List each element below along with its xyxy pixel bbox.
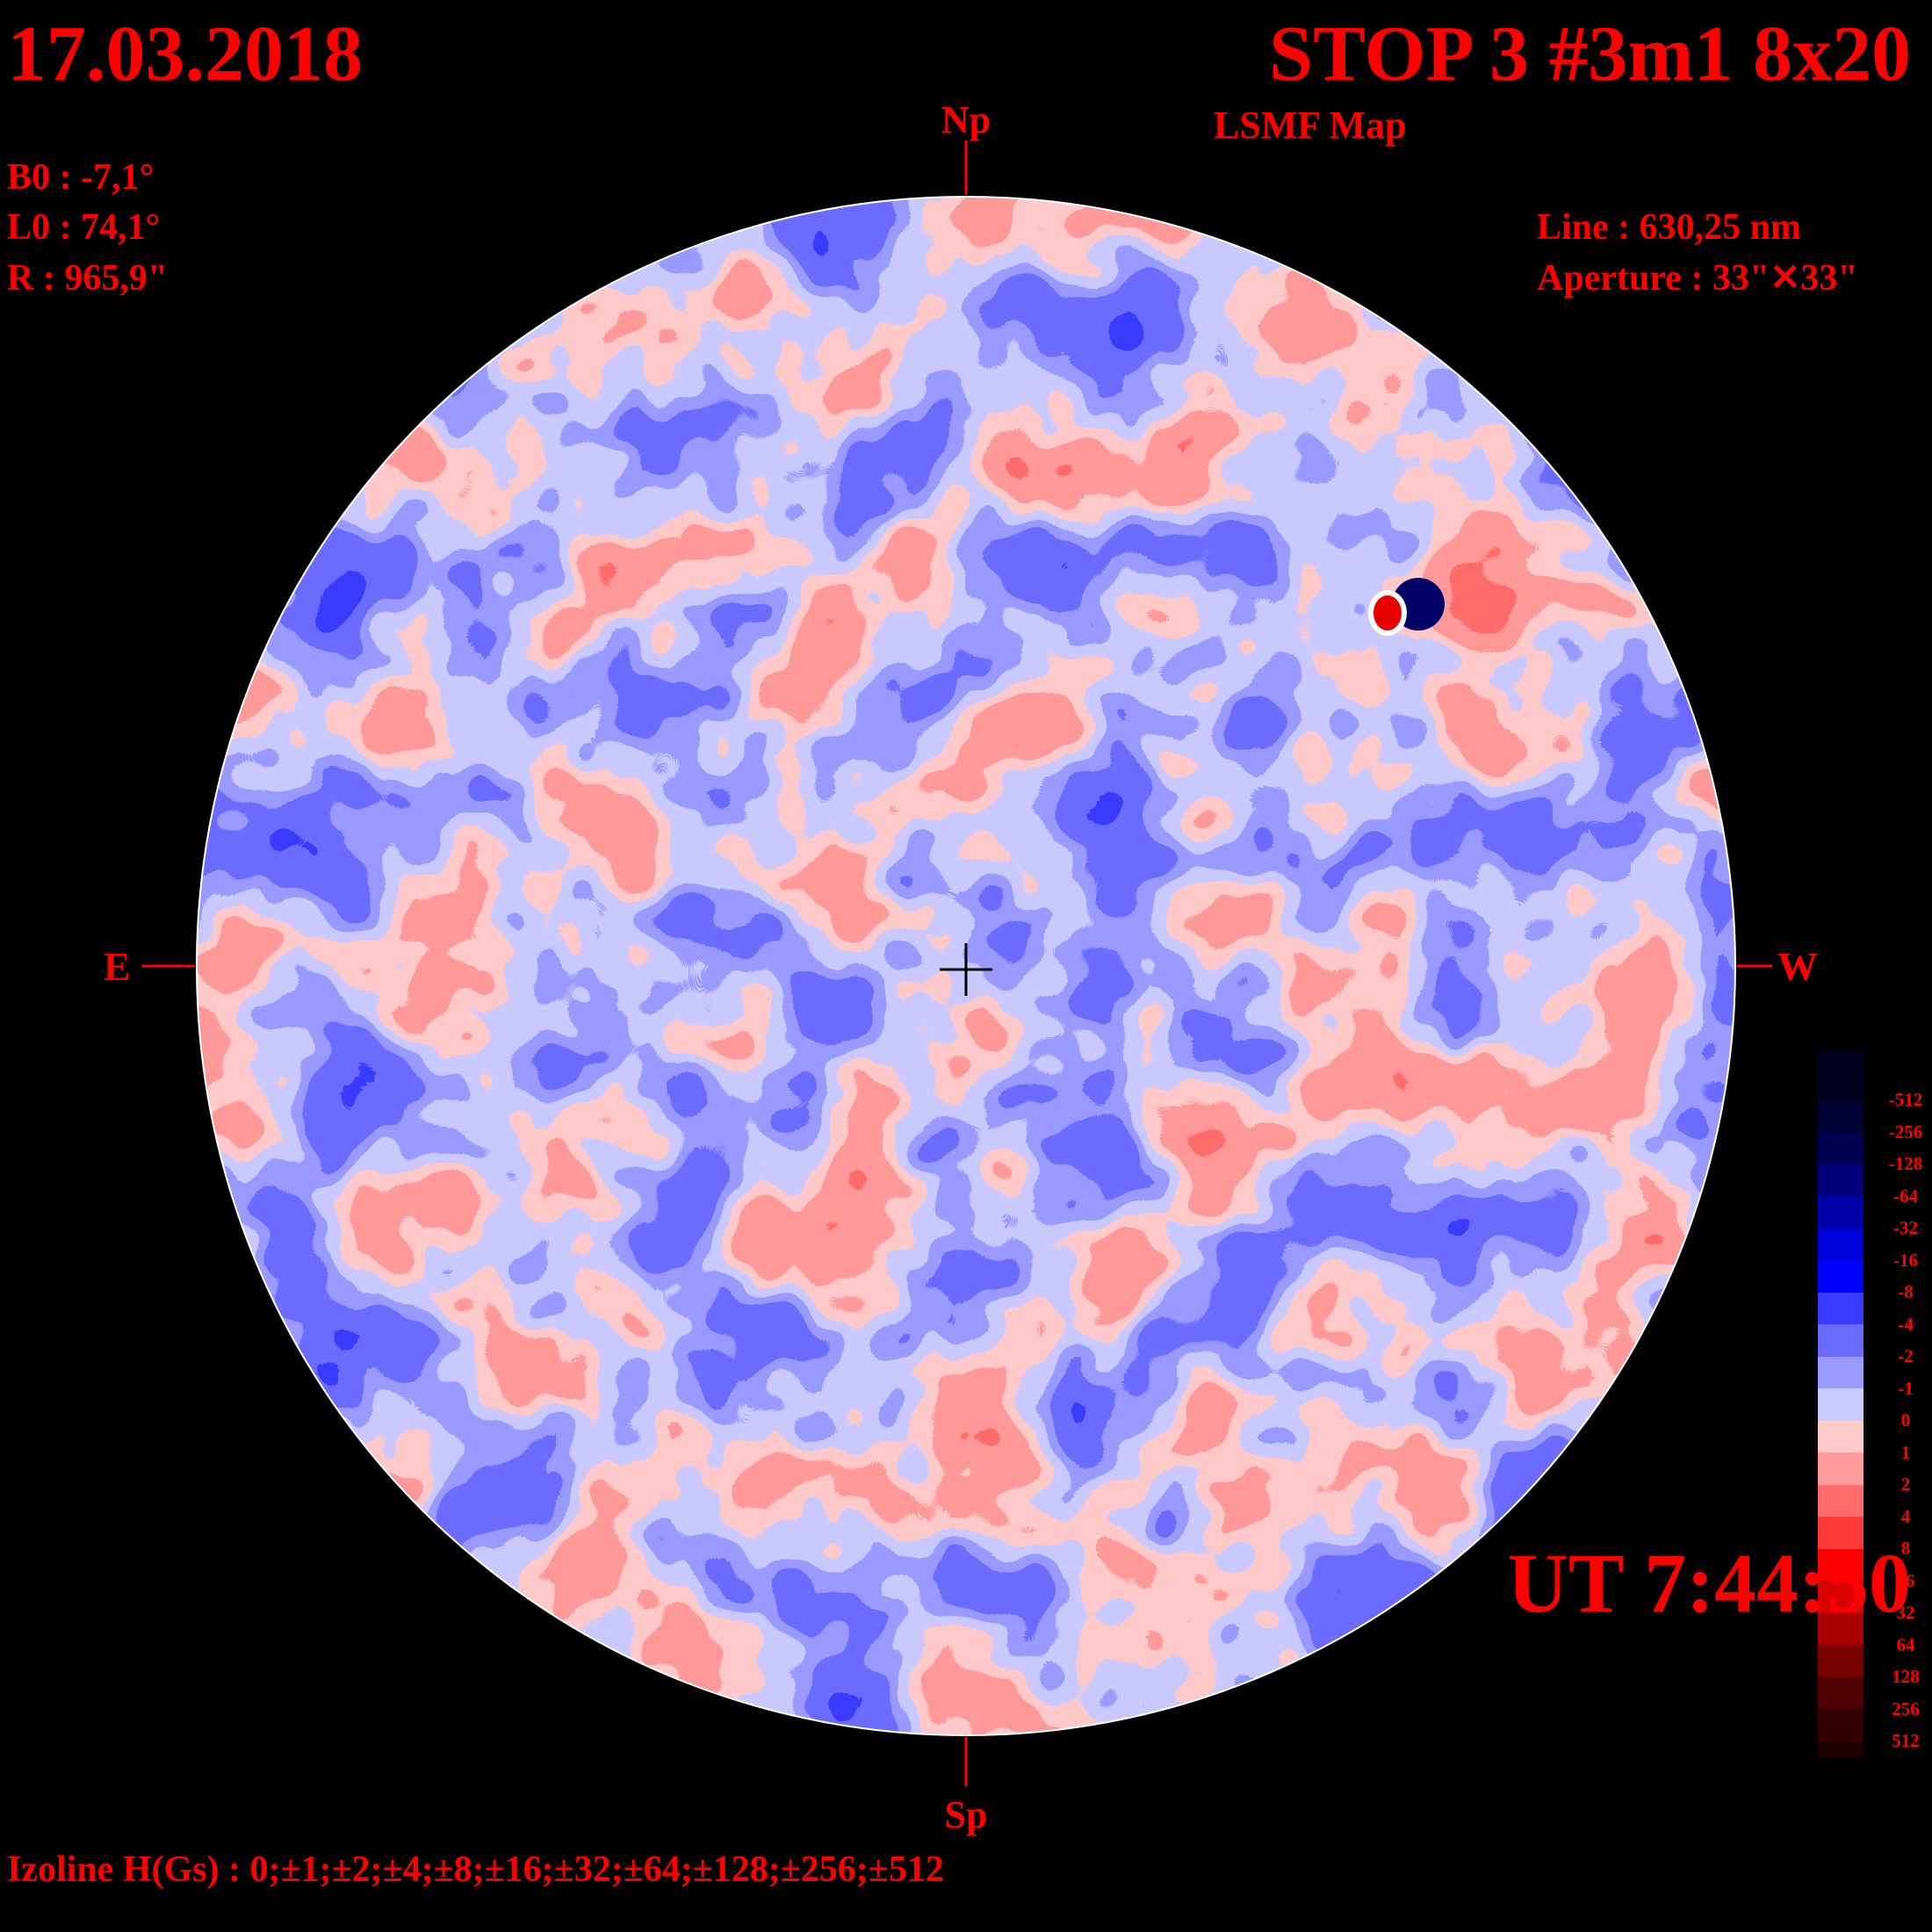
colorbar-cap-bottom: [1818, 1741, 1864, 1757]
colorbar-label: -512: [1888, 1089, 1923, 1110]
colorbar-swatch: [1818, 1196, 1864, 1229]
axis-label-west: W: [1777, 944, 1818, 989]
colorbar-swatch: [1818, 1709, 1864, 1741]
colorbar-label: -32: [1893, 1217, 1918, 1238]
observation-date: 17.03.2018: [7, 11, 363, 97]
param-b0: B0 : -7,1°: [7, 157, 155, 198]
colorbar-label: 4: [1900, 1505, 1911, 1527]
colorbar-label: -16: [1893, 1249, 1918, 1271]
field-colorbar: -512 -256 -128 -64 -32 -16 -8 -4 -2 -1 0 1 2 4 8 16 32 64…: [1818, 1052, 1932, 1757]
colorbar-swatch: [1818, 1292, 1864, 1324]
colorbar-swatch: [1818, 1581, 1864, 1613]
colorbar-label: 256: [1892, 1698, 1920, 1719]
colorbar-swatch: [1818, 1099, 1864, 1132]
universal-time: UT 7:44:50: [1507, 1536, 1911, 1630]
colorbar-label: 512: [1892, 1730, 1920, 1751]
colorbar-label: 32: [1896, 1602, 1915, 1623]
map-title: STOP 3 #3m1 8x20: [1269, 11, 1911, 97]
colorbar-label: -8: [1898, 1281, 1914, 1302]
axis-ticks: [142, 141, 1772, 1786]
colorbar-swatch: [1818, 1612, 1864, 1645]
colorbar-swatch: [1818, 1228, 1864, 1260]
colorbar-label: -4: [1898, 1313, 1914, 1335]
axis-label-north: Np: [941, 98, 991, 141]
colorbar-swatch: [1818, 1356, 1864, 1388]
colorbar-swatch: [1818, 1324, 1864, 1357]
colorbar-label: -2: [1898, 1345, 1914, 1366]
colorbar-cap-top: [1818, 1052, 1864, 1068]
colorbar-swatch: [1818, 1388, 1864, 1421]
param-radius: R : 965,9": [7, 258, 169, 299]
colorbar-swatch: [1818, 1068, 1864, 1100]
colorbar-swatch: [1818, 1453, 1864, 1485]
colorbar-label: -1: [1898, 1377, 1914, 1399]
disk-limb: [196, 196, 1736, 1736]
colorbar-label: 8: [1900, 1538, 1911, 1559]
colorbar-label: -256: [1888, 1121, 1923, 1143]
izoline-levels: Izoline H(Gs) : 0;±1;±2;±4;±8;±16;±32;±6…: [7, 1849, 944, 1890]
colorbar-swatch: [1818, 1132, 1864, 1164]
axis-label-east: E: [104, 944, 131, 989]
colorbar-label: 64: [1896, 1633, 1915, 1655]
colorbar-swatch: [1818, 1517, 1864, 1549]
colorbar-swatch: [1818, 1645, 1864, 1677]
colorbar-swatch: [1818, 1164, 1864, 1196]
strong-spot-marker: [1368, 578, 1445, 636]
axis-label-south: Sp: [944, 1793, 988, 1836]
colorbar-swatch: [1818, 1420, 1864, 1453]
param-spectral-line: Line : 630,25 nm: [1537, 207, 1802, 248]
colorbar-label: 1: [1900, 1441, 1911, 1463]
colorbar-label: 128: [1892, 1666, 1920, 1687]
map-subtitle: LSMF Map: [1214, 104, 1407, 147]
colorbar-label: -128: [1888, 1153, 1923, 1174]
colorbar-swatch: [1818, 1260, 1864, 1293]
colorbar-label: -64: [1893, 1185, 1918, 1207]
colorbar-label: 16: [1896, 1569, 1915, 1591]
param-l0: L0 : 74,1°: [7, 207, 161, 248]
colorbar-label: 0: [1900, 1409, 1911, 1431]
center-crosshair: [940, 943, 992, 996]
colorbar-label: 2: [1900, 1474, 1911, 1495]
colorbar-swatch: [1818, 1484, 1864, 1517]
param-aperture: Aperture : 33"✕33": [1537, 258, 1858, 299]
colorbar-swatch: [1818, 1548, 1864, 1581]
colorbar-swatch: [1818, 1676, 1864, 1709]
